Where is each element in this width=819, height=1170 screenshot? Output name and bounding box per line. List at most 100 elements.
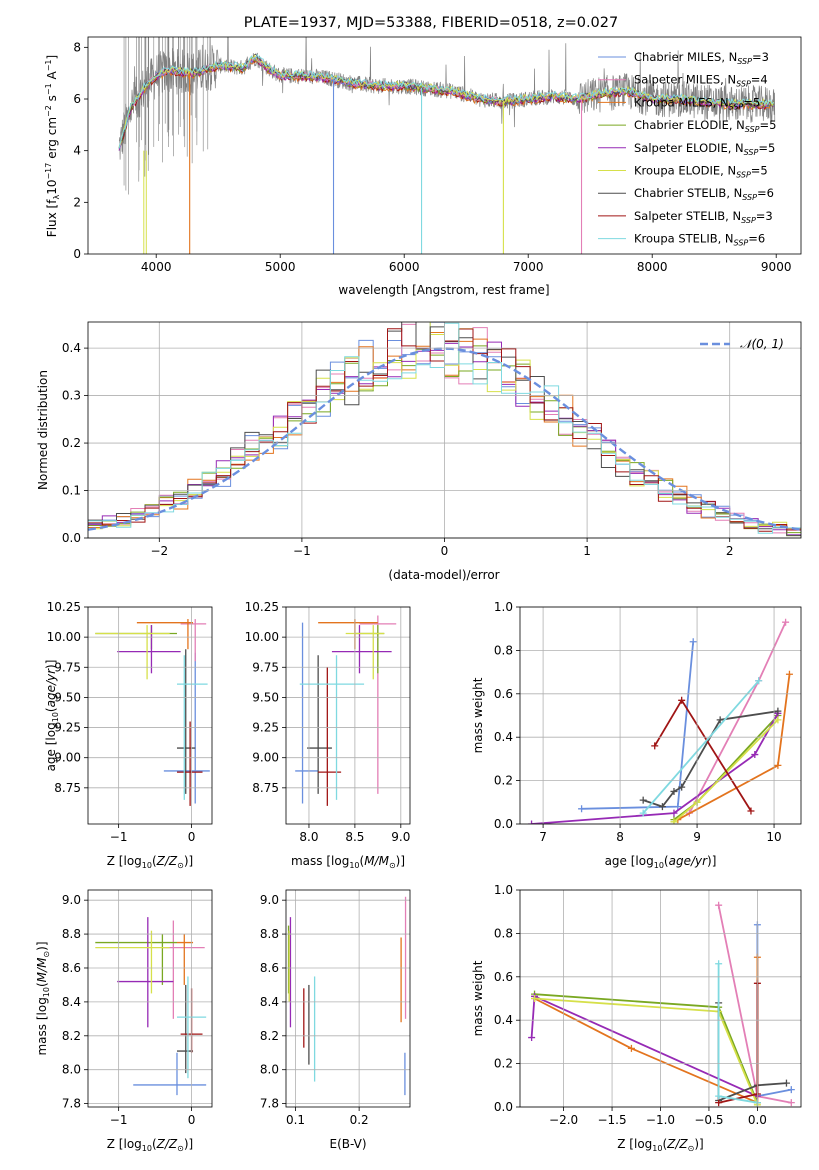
label-part: Chabrier STELIB, N [634, 186, 742, 200]
y-tick-label: 10.25 [245, 600, 279, 614]
model-spectrum [118, 53, 774, 149]
label-part: ( [664, 854, 669, 868]
legend-entry: Chabrier ELODIE, NSSP=5 [634, 118, 776, 134]
label-part: ⊙ [177, 1144, 184, 1153]
marker [578, 805, 586, 813]
label-part: SSP [736, 80, 751, 89]
label-part: ( [35, 982, 49, 987]
age_vs_Z-xlabel: Z [log10(Z/Z⊙)] [107, 854, 193, 870]
y-tick-label: 0.0 [494, 817, 513, 831]
mass_vs_Z-plot [95, 917, 207, 1096]
spectrum-ylabel: Flux [fλ10−17 erg cm−2 s−1 A−1] [44, 55, 61, 237]
weight-line [642, 680, 760, 814]
x-tick-label: 8000 [637, 260, 668, 274]
label-part: ( [44, 707, 58, 712]
x-tick-label: −1 [110, 1113, 128, 1127]
y-tick-label: 4 [73, 144, 81, 158]
marker [774, 761, 782, 769]
label-part: )] [396, 854, 405, 868]
y-tick-label: 0.8 [494, 926, 513, 940]
y-tick-label: 0.2 [494, 774, 513, 788]
x-tick-label: 8.5 [345, 830, 364, 844]
marker [531, 995, 539, 1002]
y-tick-label: 10.00 [245, 630, 279, 644]
y-tick-label: 9.50 [252, 690, 279, 704]
weight_vs_age-group [516, 606, 801, 828]
marker [678, 696, 686, 704]
mass_vs_EBV-frame [285, 889, 411, 1108]
label-part: M/M [35, 957, 49, 982]
age_vs_mass-group [282, 606, 410, 828]
y-tick-label: 7.8 [62, 1097, 81, 1111]
age_vs_mass-frame [285, 606, 411, 825]
y-tick-label: 9.75 [54, 660, 81, 674]
label-part: Flux [f [45, 199, 59, 237]
legend-entry: Salpeter MILES, NSSP=4 [634, 73, 768, 89]
legend-entry: Kroupa STELIB, NSSP=6 [634, 232, 765, 248]
age_vs_mass-xlabel: mass [log10(M/M⊙)] [291, 854, 405, 870]
x-tick-label: −1 [110, 830, 128, 844]
label-part: Z [log [617, 1137, 652, 1151]
label-part: Salpeter MILES, N [634, 73, 736, 87]
spectrum-group [84, 37, 777, 258]
residuals-group [84, 322, 801, 542]
label-part: =6 [748, 232, 765, 246]
x-tick-label: 9.0 [391, 830, 410, 844]
label-part: 10 [45, 180, 59, 195]
label-part: age [log [44, 722, 58, 771]
page-title: PLATE=1937, MJD=53388, FIBERID=0518, z=0… [244, 15, 618, 31]
age_vs_Z-frame [87, 606, 213, 825]
y-tick-label: 6 [73, 92, 81, 106]
weight-line [717, 1002, 787, 1102]
label-part: =6 [757, 186, 774, 200]
x-tick-label: 0 [441, 544, 449, 558]
y-tick-label: 0.0 [62, 531, 81, 545]
label-part: age [log [605, 854, 654, 868]
label-part: SSP [745, 125, 760, 134]
x-tick-label: 5000 [265, 260, 296, 274]
y-tick-label: 10.00 [47, 630, 81, 644]
marker [782, 618, 790, 626]
marker [528, 1034, 536, 1042]
x-tick-label: 8 [616, 830, 624, 844]
label-part: Chabrier MILES, N [634, 50, 737, 64]
marker [785, 670, 793, 678]
x-tick-label: 9 [693, 830, 701, 844]
y-tick-label: 0.4 [494, 1013, 513, 1027]
y-tick-label: 0.1 [62, 484, 81, 498]
y-tick-label: 8.2 [62, 1029, 81, 1043]
marker [658, 803, 666, 811]
label-part: )] [184, 854, 193, 868]
y-tick-label: 9.0 [260, 893, 279, 907]
y-tick-label: 9.75 [252, 660, 279, 674]
marker [627, 1044, 635, 1052]
weight_vs_Z-group [516, 889, 801, 1111]
marker [751, 751, 759, 759]
label-part: Z [log [107, 1137, 142, 1151]
marker [787, 1086, 795, 1094]
legend-entry: Kroupa MILES, NSSP=5 [634, 95, 760, 111]
x-tick-label: 7000 [513, 260, 544, 274]
label-part: −1 [44, 83, 53, 95]
marker [715, 901, 723, 909]
marker [651, 742, 659, 750]
legend-entry: 𝒩(0, 1) [740, 337, 784, 351]
legend-entry: Kroupa ELODIE, NSSP=5 [634, 164, 768, 180]
residuals-frame [87, 321, 802, 539]
label-part: erg cm [45, 117, 59, 163]
label-part: ( [152, 1137, 157, 1151]
label-part: Z [log [107, 854, 142, 868]
marker [747, 807, 755, 815]
label-part: Salpeter STELIB, N [634, 209, 741, 223]
y-tick-label: 7.8 [260, 1097, 279, 1111]
y-tick-label: 1.0 [494, 600, 513, 614]
legend-entry: Salpeter ELODIE, NSSP=5 [634, 141, 775, 157]
label-part: Kroupa MILES, N [634, 95, 729, 109]
y-tick-label: 0.3 [62, 389, 81, 403]
label-part: =4 [751, 73, 768, 87]
x-tick-label: 8.0 [299, 830, 318, 844]
x-tick-label: 2 [726, 544, 734, 558]
y-tick-label: 0.4 [62, 341, 81, 355]
label-part: SSP [737, 57, 752, 66]
x-tick-label: 7 [539, 830, 547, 844]
